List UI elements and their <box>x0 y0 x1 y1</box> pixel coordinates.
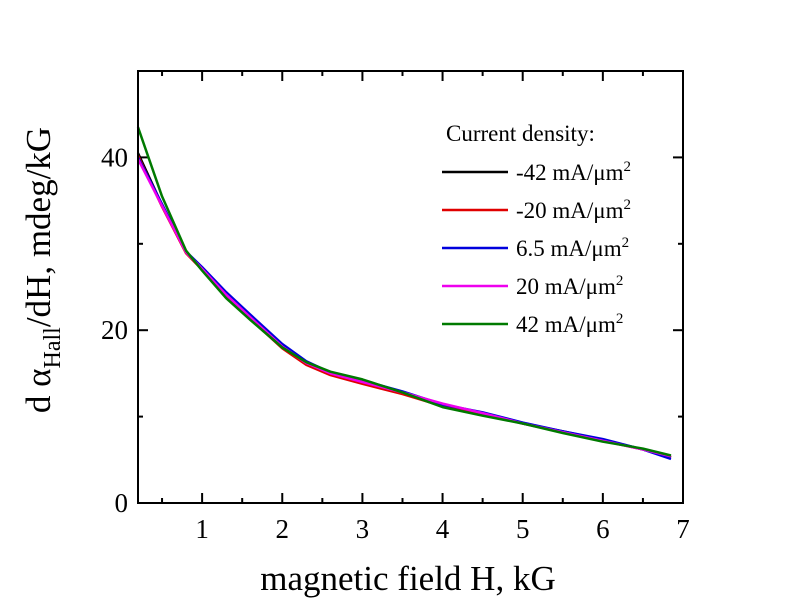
plot-frame <box>137 70 684 504</box>
x-tick-label: 4 <box>436 514 450 544</box>
x-tick-label: 5 <box>516 514 530 544</box>
y-axis-title-suffix: /dH, mdeg/kG <box>19 127 58 327</box>
x-tick-label: 7 <box>676 514 690 544</box>
x-tick-label: 3 <box>356 514 370 544</box>
y-tick-label: 40 <box>101 142 128 172</box>
x-axis-title: magnetic field H, kG <box>260 559 555 598</box>
legend-label: 6.5 mA/μm2 <box>516 235 629 261</box>
y-axis-title: d αHall/dH, mdeg/kG <box>19 127 66 413</box>
legend-items: -42 mA/μm2 -20 mA/μm2 6.5 mA/μm2 20 mA/μm2 4… <box>442 159 631 337</box>
x-tick-label: 6 <box>596 514 610 544</box>
series-line <box>136 126 672 457</box>
y-axis-title-prefix: d α <box>19 369 58 414</box>
x-tick-label: 2 <box>276 514 290 544</box>
legend-title: Current density: <box>446 121 595 146</box>
tick-labels: 1 2 3 4 5 6 7 0 20 40 <box>101 142 690 544</box>
y-tick-label: 0 <box>115 488 129 518</box>
legend: Current density: -42 mA/μm2 -20 mA/μm2 6.5… <box>442 121 631 337</box>
legend-label: -42 mA/μm2 <box>516 159 631 185</box>
y-tick-label: 20 <box>101 315 128 345</box>
legend-label: -20 mA/μm2 <box>516 197 631 223</box>
series-lines <box>136 126 672 461</box>
x-tick-label: 1 <box>195 514 209 544</box>
legend-label: 20 mA/μm2 <box>516 273 623 299</box>
y-axis-title-subscript: Hall <box>40 327 66 369</box>
legend-label: 42 mA/μm2 <box>516 311 623 337</box>
